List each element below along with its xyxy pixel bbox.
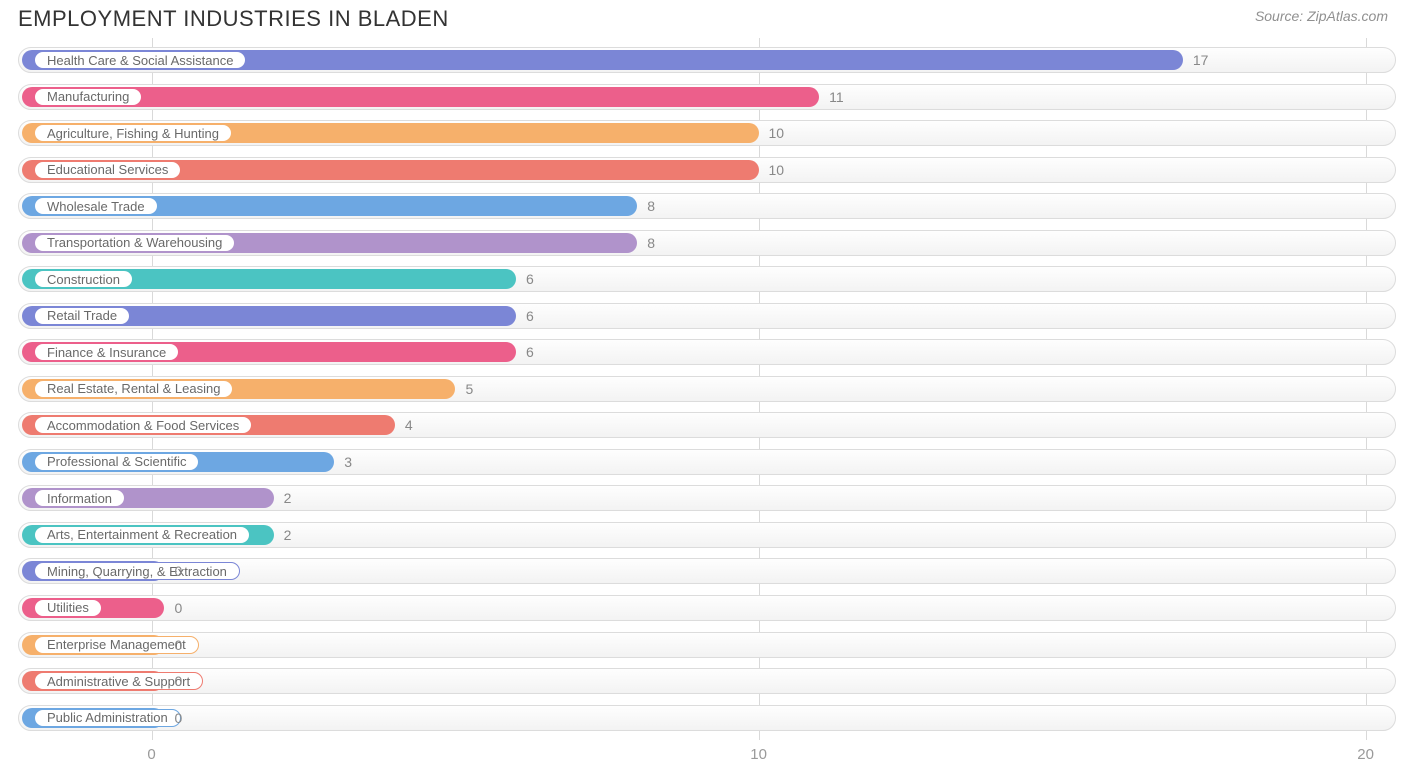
bar-label: Agriculture, Fishing & Hunting <box>34 124 232 142</box>
bar-track: Wholesale Trade 8 <box>18 193 1396 219</box>
bar-value: 6 <box>516 267 534 291</box>
bar-value: 5 <box>455 377 473 401</box>
bar-value: 0 <box>164 669 182 693</box>
bar-track: Arts, Entertainment & Recreation 2 <box>18 522 1396 548</box>
chart-source: Source: ZipAtlas.com <box>1255 6 1388 24</box>
bar-value: 0 <box>164 633 182 657</box>
bar-track: Transportation & Warehousing 8 <box>18 230 1396 256</box>
bar-track: Information 2 <box>18 485 1396 511</box>
bars-container: Health Care & Social Assistance 17 Manufac… <box>18 38 1396 740</box>
bar-label: Educational Services <box>34 161 181 179</box>
axis-tick-label: 20 <box>1357 746 1374 763</box>
x-axis: 0 10 20 <box>18 746 1396 766</box>
bar-track: Accommodation & Food Services 4 <box>18 412 1396 438</box>
bar-value: 3 <box>334 450 352 474</box>
bar-track: Enterprise Management0 <box>18 632 1396 658</box>
bar-label: Utilities <box>34 599 102 617</box>
bar-label: Arts, Entertainment & Recreation <box>34 526 250 544</box>
bar-track: Retail Trade 6 <box>18 303 1396 329</box>
bar-value: 6 <box>516 340 534 364</box>
chart-header: EMPLOYMENT INDUSTRIES IN BLADEN Source: … <box>0 0 1406 32</box>
bar-track: Utilities 0 <box>18 595 1396 621</box>
bar-label: Wholesale Trade <box>34 197 158 215</box>
bar-label: Retail Trade <box>34 307 130 325</box>
bar-track: Administrative & Support0 <box>18 668 1396 694</box>
bar-label: Construction <box>34 270 133 288</box>
bar-track: Public Administration0 <box>18 705 1396 731</box>
bar-label: Accommodation & Food Services <box>34 416 252 434</box>
chart-plot-area: Health Care & Social Assistance 17 Manufac… <box>18 38 1396 740</box>
bar-value: 10 <box>759 121 785 145</box>
bar-value: 11 <box>819 85 844 109</box>
bar-track: Health Care & Social Assistance 17 <box>18 47 1396 73</box>
bar-track: Manufacturing 11 <box>18 84 1396 110</box>
bar-value: 8 <box>637 194 655 218</box>
bar-track: Construction 6 <box>18 266 1396 292</box>
bar-label: Manufacturing <box>34 88 142 106</box>
bar-label: Transportation & Warehousing <box>34 234 235 252</box>
bar-value: 6 <box>516 304 534 328</box>
bar-value: 0 <box>164 706 182 730</box>
axis-tick-label: 0 <box>147 746 155 763</box>
bar-label: Real Estate, Rental & Leasing <box>34 380 233 398</box>
bar-label: Information <box>34 489 125 507</box>
bar-track: Educational Services 10 <box>18 157 1396 183</box>
bar-track: Real Estate, Rental & Leasing 5 <box>18 376 1396 402</box>
bar-label: Mining, Quarrying, & Extraction <box>34 562 240 580</box>
axis-tick-label: 10 <box>750 746 767 763</box>
bar-label: Health Care & Social Assistance <box>34 51 246 69</box>
bar-label: Finance & Insurance <box>34 343 179 361</box>
bar-track: Professional & Scientific 3 <box>18 449 1396 475</box>
bar-value: 0 <box>164 559 182 583</box>
bar-track: Mining, Quarrying, & Extraction0 <box>18 558 1396 584</box>
bar-value: 17 <box>1183 48 1209 72</box>
chart-title: EMPLOYMENT INDUSTRIES IN BLADEN <box>18 6 449 32</box>
bar-label: Professional & Scientific <box>34 453 199 471</box>
bar-label: Public Administration <box>34 709 181 727</box>
bar-value: 8 <box>637 231 655 255</box>
bar-value: 2 <box>274 486 292 510</box>
bar-value: 0 <box>164 596 182 620</box>
bar-value: 4 <box>395 413 413 437</box>
bar-value: 10 <box>759 158 785 182</box>
bar-track: Agriculture, Fishing & Hunting 10 <box>18 120 1396 146</box>
bar-track: Finance & Insurance 6 <box>18 339 1396 365</box>
bar-value: 2 <box>274 523 292 547</box>
